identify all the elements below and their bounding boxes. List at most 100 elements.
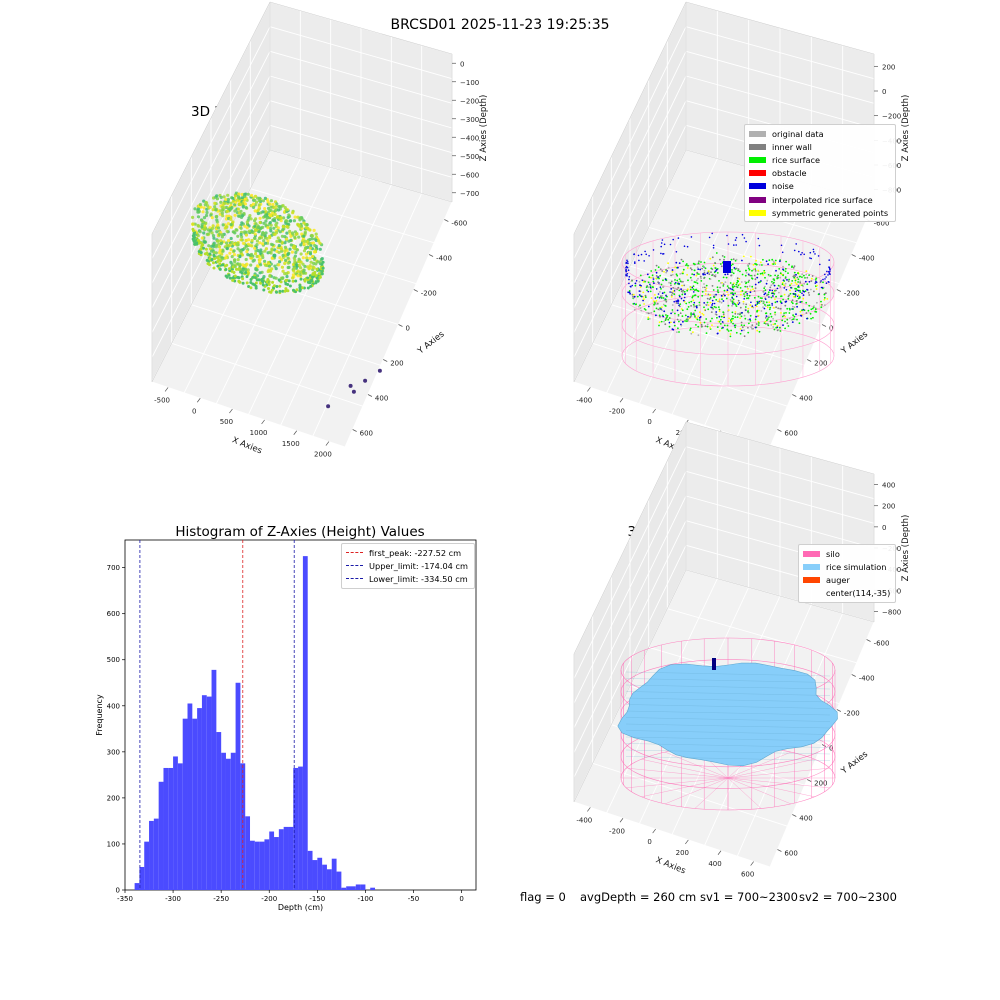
classified-point bbox=[811, 307, 814, 310]
classified-point bbox=[711, 324, 713, 326]
classified-point bbox=[780, 302, 783, 304]
raw-point bbox=[312, 228, 316, 232]
panel2-pane-edge bbox=[573, 1, 687, 235]
classified-point bbox=[681, 284, 683, 287]
classified-point bbox=[731, 311, 734, 314]
raw-point bbox=[303, 264, 307, 268]
classified-point bbox=[687, 315, 689, 318]
classified-point bbox=[814, 308, 817, 311]
silo-wire-spoke bbox=[727, 767, 830, 779]
legend-item: silo bbox=[799, 547, 895, 560]
noise-point bbox=[711, 232, 713, 235]
noise-point bbox=[626, 261, 629, 263]
raw-point bbox=[302, 249, 307, 253]
raw-point bbox=[231, 278, 235, 282]
classified-point bbox=[757, 324, 760, 326]
panel2-z-tick-label: −200 bbox=[882, 113, 901, 121]
classified-point bbox=[679, 312, 682, 315]
auger-marker bbox=[712, 658, 716, 670]
classified-point bbox=[741, 326, 744, 329]
classified-point bbox=[632, 303, 635, 305]
classified-point bbox=[684, 314, 687, 317]
raw-point bbox=[293, 215, 297, 219]
classified-point bbox=[734, 303, 737, 306]
raw-point bbox=[285, 219, 289, 223]
raw-point bbox=[224, 256, 228, 260]
classified-point bbox=[681, 293, 684, 296]
raw-point bbox=[280, 265, 284, 269]
raw-point bbox=[286, 222, 290, 226]
noise-point bbox=[743, 237, 746, 239]
noise-point bbox=[683, 296, 686, 299]
histogram-bar bbox=[173, 756, 178, 890]
raw-point bbox=[196, 238, 200, 242]
classified-point bbox=[668, 321, 671, 324]
classified-point bbox=[767, 318, 769, 320]
classified-point bbox=[808, 274, 810, 276]
noise-point bbox=[711, 302, 714, 305]
classified-point bbox=[785, 300, 788, 303]
classified-point bbox=[713, 305, 716, 308]
raw-point bbox=[285, 231, 289, 235]
classified-point bbox=[718, 329, 721, 332]
rice-mesh-line bbox=[625, 717, 831, 722]
classified-point bbox=[792, 266, 795, 269]
classified-point bbox=[676, 274, 679, 277]
classified-point bbox=[776, 324, 779, 327]
classified-point bbox=[665, 314, 667, 316]
classified-point bbox=[746, 294, 749, 297]
classified-point bbox=[778, 291, 780, 294]
raw-point bbox=[270, 267, 274, 271]
classified-point bbox=[820, 300, 822, 303]
raw-point bbox=[257, 230, 261, 234]
classified-point bbox=[689, 316, 692, 319]
raw-point bbox=[251, 275, 255, 279]
raw-point bbox=[294, 250, 298, 255]
classified-point bbox=[720, 265, 723, 268]
noise-point bbox=[829, 273, 831, 276]
classified-point bbox=[750, 255, 752, 258]
raw-point bbox=[291, 245, 295, 250]
raw-point bbox=[234, 191, 238, 195]
panel4-y-tick bbox=[821, 744, 827, 747]
classified-point bbox=[798, 322, 801, 325]
noise-point bbox=[628, 278, 630, 281]
classified-point bbox=[668, 281, 670, 284]
classified-point bbox=[714, 262, 716, 264]
raw-point bbox=[196, 234, 200, 238]
raw-point bbox=[244, 238, 248, 243]
classified-point bbox=[812, 316, 814, 319]
classified-point bbox=[765, 282, 768, 285]
raw-point bbox=[241, 281, 245, 285]
classified-point bbox=[705, 284, 708, 287]
classified-point bbox=[709, 320, 712, 323]
legend-item: auger bbox=[799, 573, 895, 586]
classified-point bbox=[642, 291, 645, 294]
classified-point bbox=[791, 265, 793, 268]
raw-point bbox=[277, 244, 281, 248]
classified-point bbox=[704, 267, 707, 270]
raw-point bbox=[314, 232, 318, 236]
raw-point bbox=[287, 279, 291, 283]
classified-point bbox=[680, 290, 683, 293]
classified-point bbox=[784, 315, 786, 318]
classified-point bbox=[670, 312, 672, 315]
raw-point bbox=[191, 227, 195, 231]
raw-point bbox=[279, 216, 283, 220]
classified-point bbox=[659, 291, 661, 293]
raw-point bbox=[229, 201, 233, 205]
raw-point bbox=[199, 251, 203, 255]
classified-point bbox=[668, 317, 671, 319]
classified-point bbox=[671, 309, 674, 311]
noise-point bbox=[817, 255, 820, 257]
classified-point bbox=[761, 300, 764, 302]
classified-point bbox=[745, 297, 748, 300]
classified-point bbox=[717, 300, 719, 303]
histogram-bar bbox=[254, 841, 260, 890]
histogram-bar bbox=[139, 866, 145, 890]
raw-point bbox=[273, 264, 277, 268]
classified-point bbox=[690, 305, 692, 307]
classified-point bbox=[647, 318, 650, 320]
classified-point bbox=[795, 287, 797, 290]
